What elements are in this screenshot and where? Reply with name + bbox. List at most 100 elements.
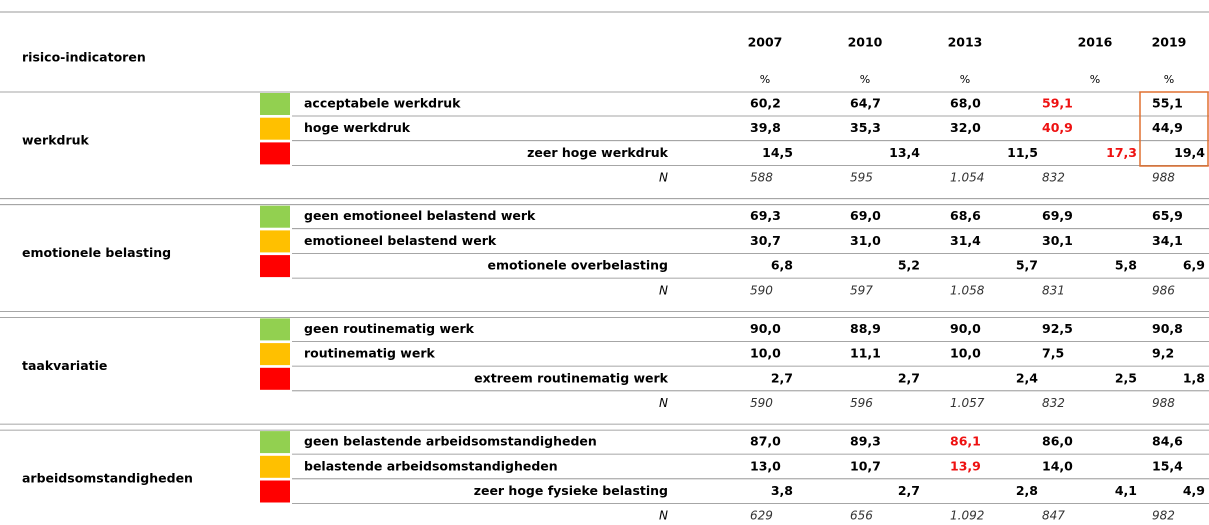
cell-value: 34,1 (1152, 233, 1183, 248)
year-header: 2019 (1152, 35, 1187, 50)
n-value: 982 (1152, 509, 1175, 521)
cell-value: 84,6 (1152, 434, 1183, 449)
cell-value: 4,9 (1183, 483, 1205, 498)
highlight-box (1139, 91, 1209, 167)
cell-value: 14,0 (1042, 458, 1073, 473)
level-swatch (260, 142, 290, 165)
indicator-label: zeer hoge fysieke belasting (474, 483, 668, 498)
n-value: 1.058 (950, 283, 985, 297)
cell-value: 13,9 (950, 458, 981, 473)
cell-value: 2,7 (898, 370, 920, 385)
cell-value: 15,4 (1152, 458, 1183, 473)
cell-value: 86,0 (1042, 434, 1073, 449)
cell-value: 87,0 (750, 434, 781, 449)
cell-value: 6,8 (771, 258, 793, 273)
cell-value: 88,9 (850, 321, 881, 336)
n-value: 988 (1152, 171, 1175, 185)
indicator-label: routinematig werk (304, 346, 435, 361)
cell-value: 32,0 (950, 120, 981, 135)
group-label: taakvariatie (22, 358, 107, 373)
cell-value: 13,0 (750, 458, 781, 473)
cell-value: 40,9 (1042, 120, 1073, 135)
cell-value: 68,6 (950, 208, 981, 223)
n-value: 832 (1042, 171, 1065, 185)
indicator-label: geen emotioneel belastend werk (304, 208, 536, 223)
unit-label: % (1164, 73, 1174, 86)
cell-value: 69,0 (850, 208, 881, 223)
n-value: 629 (750, 509, 773, 521)
year-header: 2007 (748, 35, 783, 50)
n-value: 1.054 (950, 171, 984, 185)
indicator-label: zeer hoge werkdruk (527, 145, 669, 160)
cell-value: 69,3 (750, 208, 781, 223)
n-value: 986 (1152, 283, 1175, 297)
n-value: 596 (850, 396, 873, 410)
cell-value: 86,1 (950, 434, 981, 449)
cell-value: 30,1 (1042, 233, 1073, 248)
level-swatch (260, 93, 290, 115)
cell-value: 10,7 (850, 458, 881, 473)
indicator-label: hoge werkdruk (304, 120, 411, 135)
n-value: 1.057 (950, 396, 985, 410)
n-value: 847 (1042, 509, 1065, 521)
group-label: emotionele belasting (22, 245, 171, 260)
n-value: 831 (1042, 283, 1065, 297)
cell-value: 60,2 (750, 96, 781, 111)
cell-value: 2,4 (1016, 370, 1038, 385)
header-title: risico-indicatoren (22, 50, 146, 65)
year-header: 2016 (1078, 35, 1113, 50)
cell-value: 5,7 (1016, 258, 1038, 273)
level-swatch (260, 480, 290, 503)
cell-value: 2,7 (898, 483, 920, 498)
indicator-label: geen belastende arbeidsomstandigheden (304, 434, 597, 449)
cell-value: 2,5 (1115, 370, 1137, 385)
cell-value: 13,4 (889, 145, 920, 160)
unit-label: % (860, 73, 870, 86)
unit-label: % (1090, 73, 1100, 86)
cell-value: 10,0 (750, 346, 781, 361)
n-value: 988 (1152, 396, 1175, 410)
n-label: N (659, 171, 668, 185)
n-value: 656 (850, 509, 873, 521)
cell-value: 59,1 (1042, 96, 1073, 111)
cell-value: 69,9 (1042, 208, 1073, 223)
level-swatch (260, 367, 290, 390)
level-swatch (260, 205, 290, 228)
indicator-label: extreem routinematig werk (474, 370, 669, 385)
cell-value: 39,8 (750, 120, 781, 135)
indicator-label: acceptabele werkdruk (304, 96, 461, 111)
cell-value: 11,5 (1007, 145, 1038, 160)
n-value: 597 (850, 283, 873, 297)
year-header: 2010 (848, 35, 883, 50)
cell-value: 90,8 (1152, 321, 1183, 336)
n-value: 595 (850, 171, 873, 185)
cell-value: 10,0 (950, 346, 981, 361)
n-value: 590 (750, 283, 773, 297)
cell-value: 2,8 (1016, 483, 1038, 498)
cell-value: 14,5 (762, 145, 793, 160)
indicator-label: emotionele overbelasting (488, 258, 669, 273)
cell-value: 17,3 (1106, 145, 1137, 160)
level-swatch (260, 455, 290, 478)
indicator-label: belastende arbeidsomstandigheden (304, 458, 558, 473)
cell-value: 89,3 (850, 434, 881, 449)
group-label: arbeidsomstandigheden (22, 471, 193, 486)
n-value: 590 (750, 396, 773, 410)
group-label: werkdruk (22, 133, 90, 148)
cell-value: 44,9 (1152, 120, 1183, 135)
n-value: 588 (750, 171, 773, 185)
cell-value: 5,2 (898, 258, 920, 273)
level-swatch (260, 343, 290, 366)
n-value: 832 (1042, 396, 1065, 410)
cell-value: 19,4 (1174, 145, 1205, 160)
n-label: N (659, 509, 668, 521)
cell-value: 1,8 (1183, 370, 1205, 385)
cell-value: 55,1 (1152, 96, 1183, 111)
cell-value: 4,1 (1115, 483, 1137, 498)
n-label: N (659, 396, 668, 410)
cell-value: 35,3 (850, 120, 881, 135)
cell-value: 6,9 (1183, 258, 1205, 273)
level-swatch (260, 117, 290, 140)
level-swatch (260, 255, 290, 278)
